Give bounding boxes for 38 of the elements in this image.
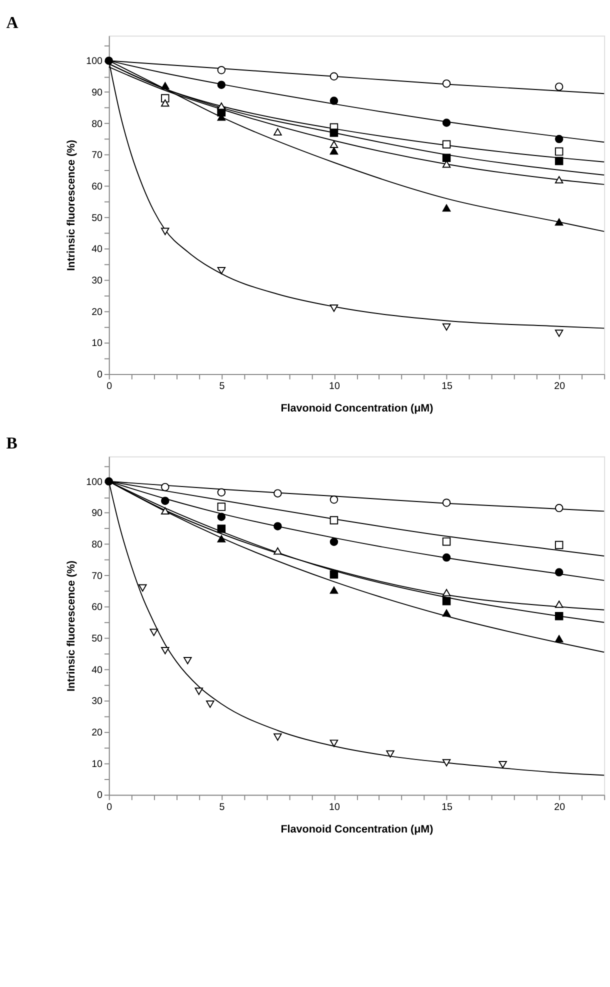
y-tick-label: 20 [92, 727, 104, 738]
x-tick-label: 20 [554, 381, 566, 392]
y-tick-label: 60 [92, 181, 104, 192]
x-tick-label: 10 [329, 381, 340, 392]
y-axis-title: Intrinsic fluorescence (%) [65, 560, 78, 692]
y-tick-label: 50 [92, 212, 104, 224]
x-tick-label: 15 [442, 381, 454, 392]
y-tick-label: 0 [97, 369, 104, 380]
x-tick-label: 5 [219, 381, 226, 392]
y-tick-label: 70 [92, 570, 104, 582]
x-tick-label: 0 [106, 802, 113, 813]
y-tick-label: 80 [92, 118, 104, 130]
y-tick-label: 100 [86, 56, 104, 68]
y-tick-label: 20 [92, 306, 104, 318]
y-tick-label: 60 [92, 602, 104, 614]
y-axis-title: Intrinsic fluorescence (%) [65, 139, 78, 271]
y-tick-label: 70 [92, 150, 104, 162]
chart-title: B [6, 434, 18, 453]
y-tick-label: 10 [92, 758, 104, 770]
x-tick-label: 5 [219, 802, 226, 813]
y-tick-label: 40 [92, 244, 104, 256]
y-tick-label: 0 [97, 790, 104, 802]
y-tick-label: 90 [92, 508, 104, 520]
y-tick-label: 80 [92, 540, 104, 551]
x-tick-label: 0 [106, 381, 113, 392]
y-tick-label: 10 [92, 338, 104, 350]
y-tick-label: 50 [92, 634, 104, 644]
y-tick-label: 30 [92, 696, 104, 708]
y-tick-label: 90 [92, 87, 104, 98]
x-tick-label: 10 [329, 802, 340, 813]
x-axis-title: Flavonoid Concentration (μM) [280, 402, 434, 415]
y-tick-label: 40 [92, 664, 104, 676]
x-tick-label: 20 [554, 802, 566, 813]
y-tick-label: 100 [86, 476, 104, 488]
y-tick-label: 30 [92, 275, 104, 286]
x-tick-label: 15 [442, 802, 454, 813]
x-axis-title: Flavonoid Concentration (μM) [280, 823, 434, 836]
chart-title: A [6, 12, 18, 32]
